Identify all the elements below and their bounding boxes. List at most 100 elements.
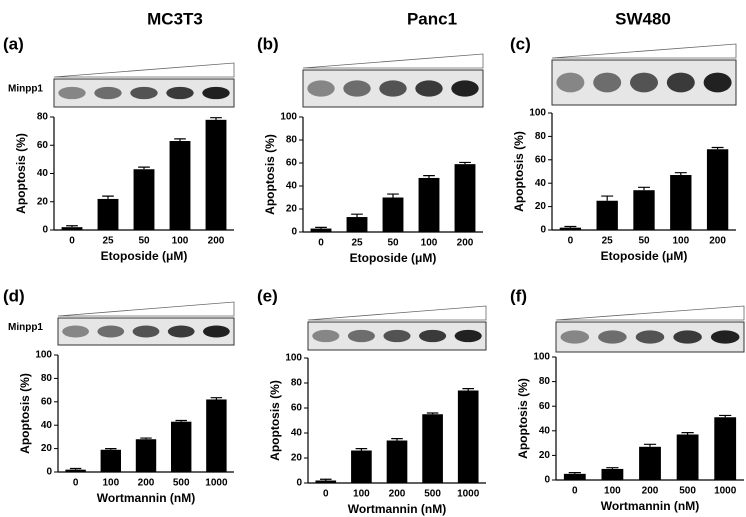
blot-band [343,80,371,97]
x-tick-label: 0 [323,489,329,500]
x-tick-label: 1000 [205,478,228,489]
bar [97,198,119,230]
y-tick-label: 100 [35,350,52,361]
x-tick-label: 0 [572,486,578,497]
error-bar [681,432,694,435]
blot-band [703,72,732,93]
blot-band [62,325,89,338]
error-bar [66,225,78,228]
y-axis-label: Apoptosis (%) [263,134,277,215]
y-tick-label: 20 [37,196,49,207]
error-bar [643,443,657,447]
panel-label: (f) [510,286,527,305]
y-tick-label: 20 [286,204,298,215]
x-tick-label: 100 [604,486,621,497]
bar [454,164,476,232]
error-bar [138,166,150,170]
blot-band [630,72,658,93]
blot-band [379,80,407,97]
x-axis-label: Etoposide (μM) [350,251,437,265]
y-tick-label: 60 [535,154,547,165]
y-tick-label: 100 [280,112,297,123]
error-bar [674,172,687,176]
bar [100,449,122,472]
error-bar [638,186,650,191]
blot-band [97,325,125,338]
y-axis-label: Apoptosis (%) [268,380,282,461]
x-tick-label: 50 [138,236,150,247]
y-tick-label: 0 [544,475,550,486]
y-tick-label: 40 [37,168,49,179]
error-bar [105,448,117,450]
x-tick-label: 100 [353,489,370,500]
y-tick-label: 0 [291,227,297,238]
panel-label: (e) [257,286,278,305]
y-tick-label: 80 [539,376,551,387]
error-bar [719,414,732,418]
x-tick-label: 500 [173,478,190,489]
x-tick-label: 200 [642,486,659,497]
x-tick-label: 100 [102,478,119,489]
error-bar [564,225,577,228]
x-tick-label: 25 [602,236,614,247]
blot-band [166,86,194,100]
x-tick-label: 200 [709,236,726,247]
y-tick-label: 80 [535,131,547,142]
y-axis-label: Apoptosis (%) [516,378,530,459]
blot-label: Minpp1 [8,84,43,95]
x-tick-label: 1000 [457,489,480,500]
error-bar [462,388,474,391]
column-title: Panc1 [407,9,457,28]
x-tick-label: 50 [638,236,650,247]
bar [714,417,737,480]
blot-band [419,329,447,343]
x-tick-label: 25 [102,236,114,247]
x-tick-label: 200 [457,238,474,249]
error-bar [423,175,435,178]
bar [346,217,368,232]
y-tick-label: 60 [286,158,298,169]
y-tick-label: 20 [535,201,547,212]
y-tick-label: 80 [37,112,49,123]
x-tick-label: 1000 [714,486,737,497]
x-tick-label: 25 [351,238,363,249]
y-tick-label: 100 [529,108,546,119]
y-tick-label: 80 [41,373,53,384]
x-tick-label: 0 [568,236,574,247]
bar [563,473,586,480]
x-tick-label: 200 [208,236,225,247]
error-bar [315,226,327,229]
y-tick-label: 80 [286,135,298,146]
error-bar [210,397,223,400]
bar [633,190,655,230]
x-tick-label: 100 [172,236,189,247]
y-tick-label: 80 [291,378,303,389]
blot-band [593,72,622,93]
error-bar [391,438,403,441]
y-tick-label: 40 [535,178,547,189]
blot-band [556,72,585,93]
bar [418,177,440,232]
y-tick-label: 100 [285,353,302,364]
y-tick-label: 0 [540,225,546,236]
blot-band [203,325,230,338]
x-tick-label: 500 [424,489,441,500]
error-bar [175,419,187,422]
bar [422,414,443,483]
blot-band [312,329,340,343]
bar [457,390,479,483]
column-title: MC3T3 [147,9,203,28]
error-bar [320,478,332,481]
x-tick-label: 100 [672,236,689,247]
y-tick-label: 60 [539,401,551,412]
bar [596,200,618,230]
error-bar [711,146,724,150]
panel-label: (d) [3,286,25,305]
bar [639,446,661,480]
bar [670,175,692,230]
x-axis-label: Wortmannin (nM) [348,502,446,516]
blot-band [202,86,230,100]
error-bar [69,467,82,470]
x-axis-label: Etoposide (μM) [101,249,188,263]
